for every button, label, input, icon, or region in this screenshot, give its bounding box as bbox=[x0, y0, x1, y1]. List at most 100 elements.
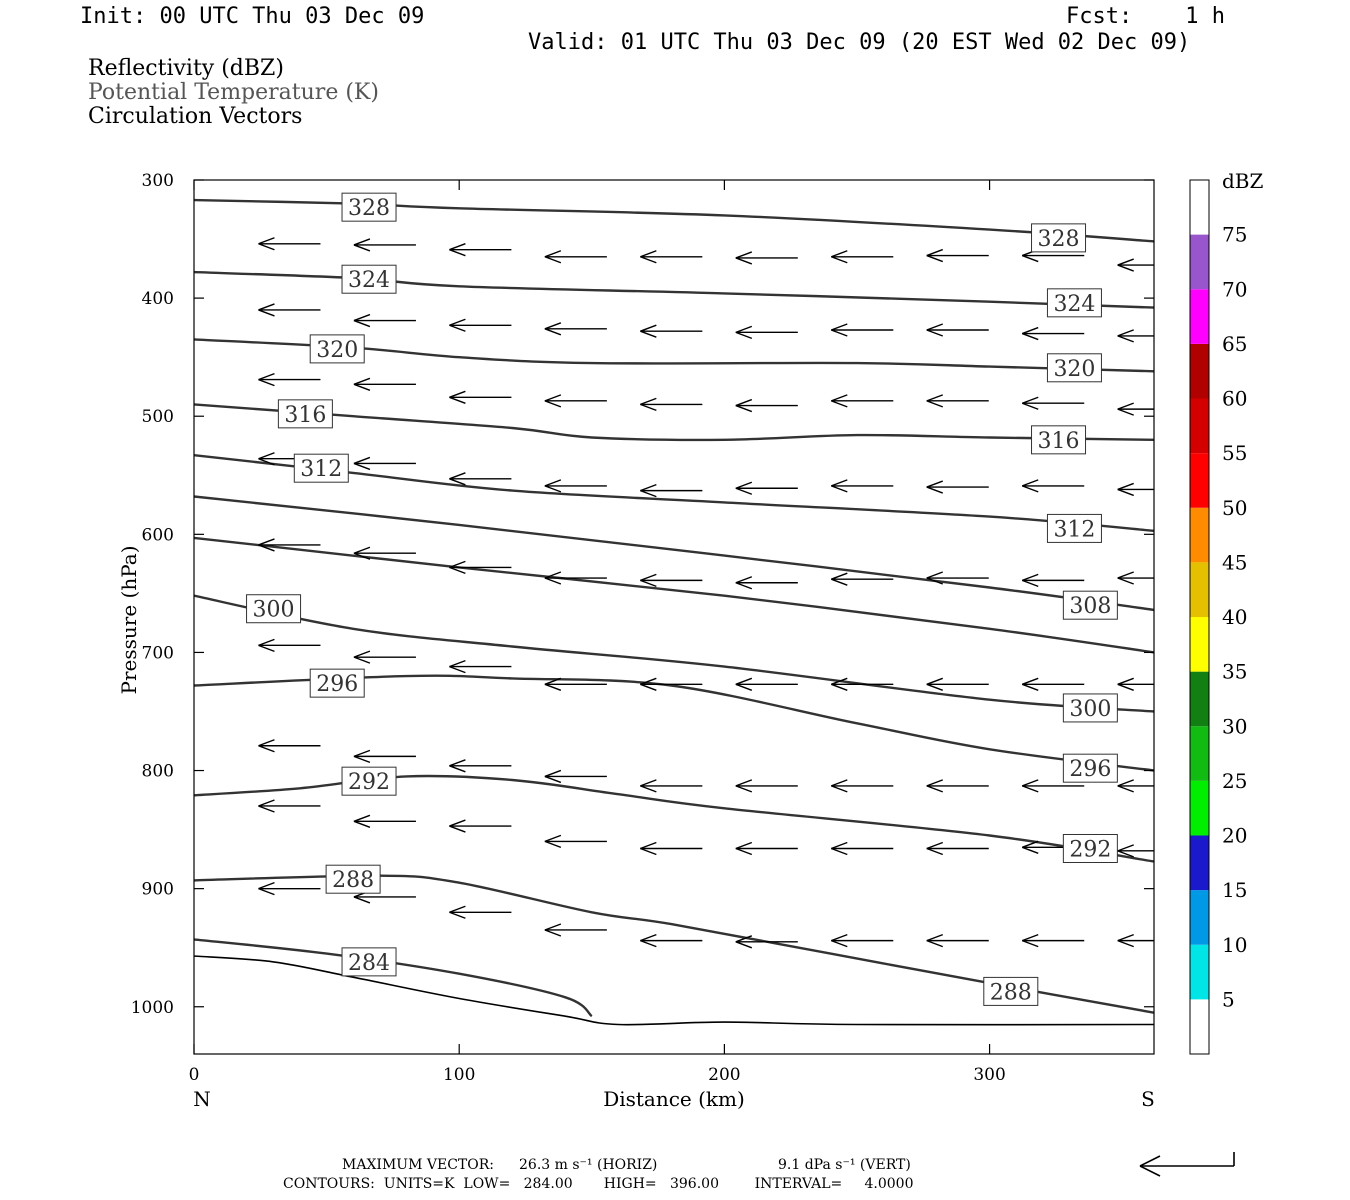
vector-head bbox=[353, 319, 371, 328]
vector-head bbox=[735, 325, 753, 334]
colorbar-label: 5 bbox=[1222, 987, 1235, 1011]
vector-head bbox=[449, 566, 466, 575]
reference-vector-icon bbox=[1139, 1152, 1235, 1177]
circulation-vector bbox=[640, 397, 703, 412]
circulation-vector bbox=[926, 677, 989, 691]
vector-head bbox=[353, 456, 371, 465]
circulation-vector bbox=[258, 303, 321, 317]
contour-label: 284 bbox=[341, 947, 397, 977]
vector-head bbox=[449, 390, 466, 398]
vector-head bbox=[544, 840, 562, 849]
vector-head bbox=[1117, 408, 1134, 416]
vector-head bbox=[831, 400, 848, 408]
vector-head bbox=[544, 479, 562, 487]
vector-head bbox=[353, 755, 371, 764]
vector-head bbox=[353, 749, 371, 758]
vector-head bbox=[1021, 779, 1039, 787]
circulation-vector bbox=[544, 571, 607, 585]
vector-head bbox=[926, 847, 944, 856]
circulation-vector bbox=[926, 933, 989, 948]
circulation-vector bbox=[544, 250, 607, 264]
contour-label: 316 bbox=[277, 399, 333, 429]
circulation-vector bbox=[449, 659, 512, 674]
theta-contour-292 bbox=[194, 774, 1154, 863]
vector-head bbox=[640, 250, 657, 258]
vector-head bbox=[926, 933, 944, 942]
vector-head bbox=[1117, 258, 1134, 266]
colorbar-band bbox=[1190, 234, 1209, 290]
y-tick-label: 300 bbox=[142, 171, 174, 191]
circulation-vector bbox=[544, 769, 607, 784]
contour-label-text: 296 bbox=[1069, 757, 1111, 782]
vector-head bbox=[1021, 396, 1039, 404]
contour-label: 288 bbox=[983, 976, 1039, 1006]
vector-head bbox=[544, 571, 562, 579]
vector-head bbox=[831, 323, 848, 331]
vector-head bbox=[544, 929, 562, 937]
vector-head bbox=[735, 487, 753, 495]
vector-head bbox=[926, 779, 944, 787]
vector-head bbox=[640, 683, 657, 691]
circulation-vector bbox=[1117, 258, 1154, 272]
circulation-vector bbox=[1117, 571, 1154, 585]
vector-head bbox=[544, 485, 562, 493]
max-vector-horiz: 26.3 m s⁻¹ (HORIZ) bbox=[519, 1157, 658, 1173]
vector-head bbox=[1021, 840, 1039, 848]
circulation-vector bbox=[926, 571, 989, 585]
vector-head bbox=[926, 571, 944, 579]
colorbar-band bbox=[1190, 835, 1209, 891]
vector-head bbox=[258, 881, 275, 890]
contour-label: 296 bbox=[1062, 753, 1118, 783]
circulation-vector bbox=[449, 318, 512, 332]
vector-head bbox=[640, 779, 657, 787]
contour-label: 328 bbox=[341, 192, 397, 222]
vector-head bbox=[544, 400, 562, 408]
circulation-vector bbox=[735, 779, 798, 793]
terrain-line bbox=[194, 955, 1154, 1026]
circulation-vector bbox=[735, 576, 798, 590]
init-time: Init: 00 UTC Thu 03 Dec 09 bbox=[80, 4, 425, 29]
vector-head bbox=[1117, 571, 1134, 579]
plot-frame bbox=[193, 179, 1155, 1055]
max-vector-label: MAXIMUM VECTOR: bbox=[342, 1157, 494, 1173]
vector-head bbox=[258, 372, 275, 381]
vector-head bbox=[640, 841, 657, 850]
colorbar-band bbox=[1190, 671, 1209, 727]
vector-head bbox=[353, 820, 371, 828]
vector-head bbox=[1021, 846, 1039, 854]
circulation-vector bbox=[735, 325, 798, 340]
circulation-vector bbox=[831, 479, 894, 493]
vector-head bbox=[735, 683, 753, 691]
contour-label-text: 308 bbox=[1069, 594, 1111, 619]
vector-head bbox=[831, 677, 848, 685]
circulation-vector bbox=[353, 546, 416, 560]
vector-head bbox=[1117, 402, 1134, 410]
colorbar-label: 30 bbox=[1222, 714, 1247, 738]
circulation-vector bbox=[544, 834, 607, 849]
circulation-vector bbox=[1117, 482, 1154, 497]
circulation-vector bbox=[640, 324, 703, 338]
colorbar-label: 45 bbox=[1222, 550, 1247, 574]
colorbar-label: 60 bbox=[1222, 387, 1247, 411]
colorbar-band bbox=[1190, 780, 1209, 836]
vector-head bbox=[544, 577, 562, 585]
y-tick-label: 700 bbox=[142, 643, 174, 663]
contour-label-box bbox=[341, 264, 397, 294]
vector-head bbox=[1117, 577, 1134, 585]
circulation-vector bbox=[544, 479, 607, 493]
circulation-vector bbox=[926, 480, 989, 494]
vector-head bbox=[1021, 332, 1039, 341]
vector-head bbox=[258, 638, 275, 647]
circulation-vector bbox=[831, 933, 894, 948]
colorbar-label: 20 bbox=[1222, 824, 1247, 848]
vector-head bbox=[1021, 479, 1039, 487]
vector-head bbox=[1021, 939, 1039, 948]
vector-head bbox=[544, 322, 562, 330]
vector-head bbox=[735, 481, 753, 489]
y-tick-label: 1000 bbox=[131, 998, 174, 1018]
colorbar-label: 40 bbox=[1222, 605, 1247, 629]
vector-head bbox=[735, 677, 753, 685]
circulation-vector bbox=[1021, 933, 1085, 948]
circulation-vector bbox=[449, 819, 512, 833]
contour-label: 328 bbox=[1031, 223, 1087, 253]
